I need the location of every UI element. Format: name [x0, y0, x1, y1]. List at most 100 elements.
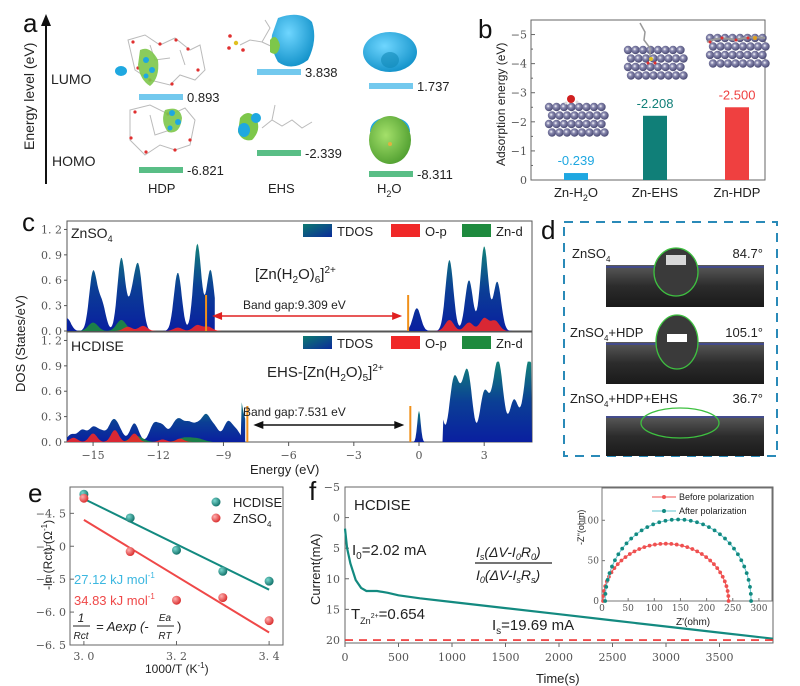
- zn-atom: [679, 54, 688, 63]
- f-xtick-label: 0: [342, 651, 349, 664]
- dos-xtick-label: −3: [346, 449, 362, 462]
- zn-atom: [544, 119, 554, 129]
- dos-top-system-label: ZnSO4: [71, 225, 113, 244]
- molecule-name: EHS: [268, 181, 295, 196]
- adsorption-bar: [643, 115, 667, 180]
- e-xtick-label: 3. 4: [259, 650, 280, 663]
- inset-ytick-label: 100: [582, 516, 599, 526]
- nyquist-inset: 0 50 100 0 50 100 150 200 250 300 -Z''(ohm) Z'(oh…: [576, 487, 773, 628]
- zn-atom: [716, 59, 725, 68]
- lumo-bar: [257, 69, 301, 75]
- nyquist-point-after: [695, 520, 699, 525]
- legend-znso4-label: ZnSO4: [233, 511, 272, 529]
- zn-atom: [547, 111, 557, 120]
- hdp-homo-orbital: [129, 104, 196, 156]
- inset-xlabel: Z'(ohm): [676, 617, 710, 628]
- nyquist-point-after: [718, 532, 722, 537]
- panel-letter-a: a: [23, 8, 38, 38]
- legend-after-polarization: After polarization: [679, 506, 747, 516]
- arrow-right-icon: [392, 312, 403, 320]
- homo-bar: [369, 171, 413, 177]
- panel-d-dashed-frame: [563, 221, 778, 457]
- dos-ytick-label: 0. 9: [41, 360, 62, 373]
- panel-letter-f: f: [309, 476, 317, 506]
- band-gap-top-label: Band gap:9.309 eV: [243, 298, 346, 312]
- dos-xtick-label: −12: [147, 449, 170, 462]
- legend-swatch-o-p: [391, 336, 420, 349]
- nyquist-point-before: [623, 555, 628, 560]
- e-ytick-label: −4. 5: [36, 507, 66, 520]
- f-ytick-label: 20: [326, 634, 340, 647]
- e-ytick-label: −6. 0: [36, 606, 66, 619]
- b-ytick-label: −1: [511, 145, 527, 158]
- homo-bar: [257, 150, 301, 156]
- zn-atom: [631, 45, 640, 55]
- nyquist-point-after: [688, 518, 693, 523]
- nyquist-point-after: [645, 525, 650, 530]
- f-ytick-label: 15: [326, 603, 340, 616]
- nyquist-point-after: [749, 599, 753, 603]
- b-ytick-label: 0: [520, 174, 527, 187]
- zn-atom: [653, 45, 663, 55]
- arrhenius-legend: HCDISE ZnSO4: [211, 495, 282, 529]
- nyquist-point-before: [627, 552, 632, 556]
- dos-frame: [66, 220, 533, 332]
- h2o-homo-orbital: [369, 116, 411, 164]
- zn-atom: [641, 71, 651, 80]
- bar-value-label: -2.500: [719, 87, 756, 102]
- data-point-znso4: [264, 616, 274, 626]
- nyquist-point-after: [663, 518, 668, 523]
- legend-swatch-tdos: [303, 224, 332, 237]
- zn-atom: [547, 128, 557, 137]
- inset-ylabel: -Z''(ohm): [576, 510, 586, 545]
- legend-label-tdos: TDOS: [337, 336, 373, 351]
- legend-before-polarization: Before polarization: [679, 492, 754, 502]
- energy-axis-label: Energy level (eV): [21, 43, 37, 150]
- legend-swatch-tdos: [303, 336, 332, 349]
- zn-atom: [567, 119, 576, 129]
- legend-label-zn-d: Zn-d: [496, 224, 523, 239]
- adsorption-bar: [725, 107, 749, 180]
- zn-atom: [555, 111, 564, 120]
- zn-atom: [577, 111, 587, 120]
- inset-xtick-label: 250: [724, 604, 741, 614]
- inset-xtick-label: 300: [750, 604, 767, 614]
- category-label: Zn-HDP: [714, 185, 761, 200]
- category-label: Zn-EHS: [632, 185, 679, 200]
- legend-hcdise-marker: [211, 497, 221, 507]
- nyquist-point-before: [724, 584, 729, 589]
- panel-c-dos: c DOS (States/eV) Energy (eV) 0. 0 0. 3 0.…: [13, 207, 533, 477]
- nyquist-point-after: [613, 558, 617, 563]
- nyquist-point-after: [707, 525, 711, 530]
- legend-label-tdos: TDOS: [337, 224, 373, 239]
- zn-atom: [649, 71, 658, 80]
- nyquist-point-after: [723, 536, 727, 541]
- zn-atom: [574, 102, 584, 112]
- zn-atom: [597, 102, 606, 112]
- op-area: [67, 430, 528, 442]
- lumo-bar: [369, 83, 413, 89]
- homo-value: -2.339: [305, 146, 342, 161]
- zn-atom: [631, 62, 640, 72]
- dos-frame: [66, 331, 533, 443]
- svg-text:Ea: Ea: [159, 613, 172, 624]
- adsorption-bar: [564, 173, 588, 180]
- legend-swatch-zn-d: [462, 224, 491, 237]
- zn-atom: [555, 128, 564, 137]
- panel-a-energy-levels: a Energy level (eV) LUMO HOMO: [21, 8, 453, 199]
- zn-atom: [574, 119, 584, 129]
- dos-top-complex-label: [Zn(H2O)6]2+: [255, 265, 336, 286]
- contact-angle-fit-ellipse: [640, 407, 720, 439]
- nyquist-point-before: [695, 549, 700, 554]
- b-ytick-label: −4: [511, 58, 527, 71]
- zn-atom: [577, 128, 587, 137]
- transference-number-annotation: TZn2+=0.654: [351, 606, 425, 626]
- svg-text:RT: RT: [158, 631, 172, 642]
- nyquist-point-after: [727, 541, 732, 546]
- nyquist-point-after: [744, 571, 749, 576]
- zn-atom: [743, 50, 752, 60]
- inset-ytick-label: 0: [593, 597, 599, 607]
- zn-atom: [731, 59, 740, 68]
- zn-atom: [716, 42, 725, 51]
